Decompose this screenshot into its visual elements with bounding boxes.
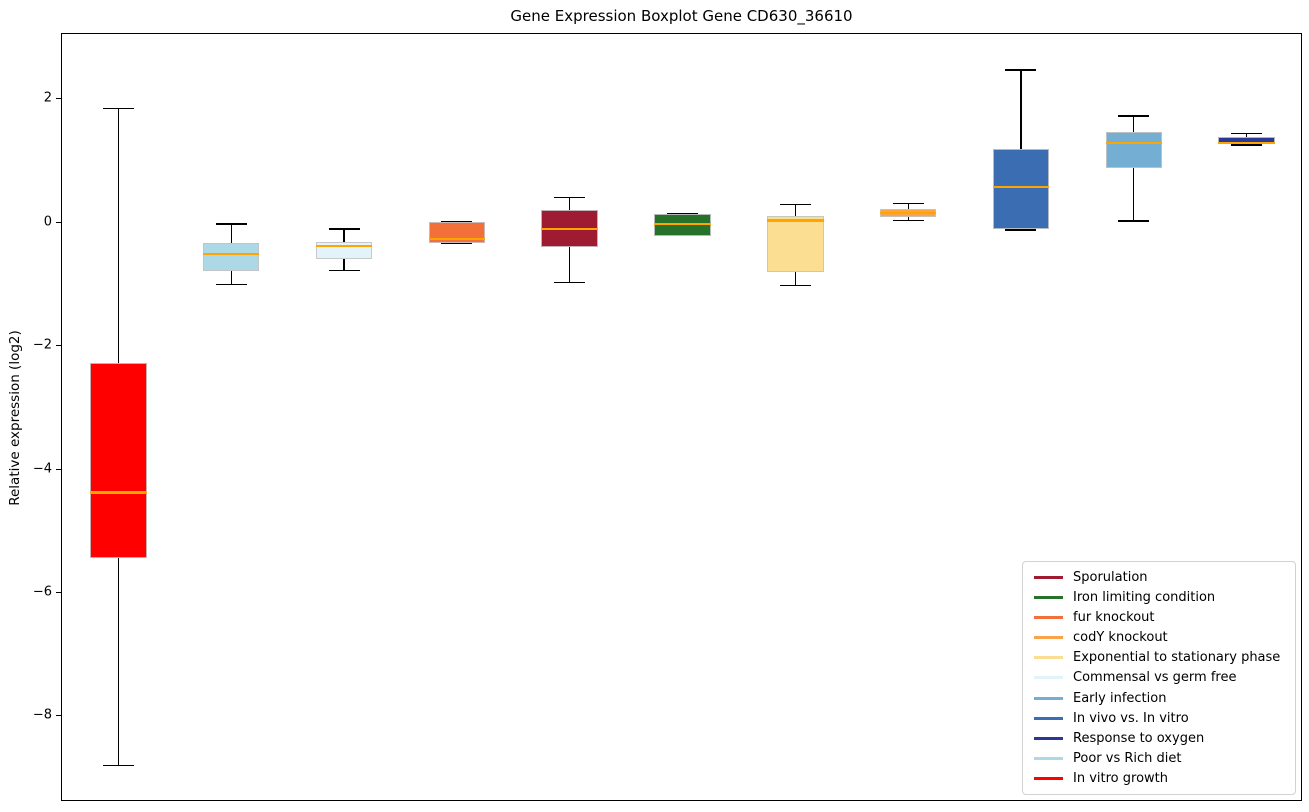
legend-item-poor-vs-rich-diet: Poor vs Rich diet bbox=[1031, 749, 1287, 769]
box-exponential-to-stationary-phase bbox=[767, 215, 824, 273]
median-line bbox=[992, 185, 1050, 189]
whisker-cap-top bbox=[779, 203, 811, 205]
whisker-cap-top bbox=[328, 228, 360, 230]
median-line bbox=[90, 491, 147, 494]
whisker-cap-bottom bbox=[892, 219, 924, 222]
median-line bbox=[541, 227, 598, 231]
legend-item-label: In vitro growth bbox=[1073, 771, 1168, 787]
legend-item-exponential-to-stationary-phase: Exponential to stationary phase bbox=[1031, 648, 1287, 668]
y-tick-label: −2 bbox=[32, 337, 52, 353]
median-line bbox=[428, 237, 486, 241]
legend-item-label: Early infection bbox=[1073, 690, 1167, 706]
legend-item-early-infection: Early infection bbox=[1031, 688, 1287, 708]
legend-item-label: In vivo vs. In vitro bbox=[1073, 710, 1189, 726]
whisker-cap-bottom bbox=[328, 269, 360, 271]
legend-item-label: fur knockout bbox=[1073, 609, 1155, 625]
whisker-cap-bottom bbox=[1005, 229, 1037, 231]
y-tick-mark bbox=[56, 221, 61, 223]
chart-title: Gene Expression Boxplot Gene CD630_36610 bbox=[510, 7, 853, 25]
whisker-line bbox=[1133, 116, 1135, 221]
y-tick-mark bbox=[56, 468, 61, 470]
legend-item-label: Exponential to stationary phase bbox=[1073, 650, 1281, 666]
y-tick-label: 0 bbox=[43, 214, 52, 230]
y-tick-mark bbox=[56, 715, 61, 717]
median-line bbox=[654, 222, 711, 226]
legend-item-in-vivo-vs-in-vitro: In vivo vs. In vitro bbox=[1031, 708, 1287, 728]
y-tick-label: −8 bbox=[32, 707, 52, 723]
whisker-cap-bottom bbox=[1231, 144, 1263, 146]
median-line bbox=[1105, 141, 1162, 145]
whisker-cap-top bbox=[102, 107, 134, 110]
legend-color-swatch bbox=[1034, 575, 1063, 579]
legend-item-label: Response to oxygen bbox=[1073, 730, 1205, 746]
plot-area bbox=[61, 33, 1302, 801]
legend-color-swatch bbox=[1034, 716, 1063, 720]
whisker-cap-top bbox=[1005, 69, 1037, 71]
whisker-cap-bottom bbox=[441, 242, 473, 244]
whisker-cap-bottom bbox=[102, 764, 134, 767]
legend-item-sporulation: Sporulation bbox=[1031, 567, 1287, 587]
y-tick-label: −6 bbox=[32, 584, 52, 600]
legend-item-label: Iron limiting condition bbox=[1073, 589, 1216, 605]
whisker-cap-bottom bbox=[554, 281, 586, 284]
median-line bbox=[767, 219, 824, 222]
whisker-cap-top bbox=[1231, 132, 1263, 135]
whisker-cap-top bbox=[554, 196, 586, 199]
legend-color-swatch bbox=[1034, 595, 1063, 599]
box-in-vivo-vs-in-vitro bbox=[992, 149, 1050, 229]
whisker-cap-bottom bbox=[666, 234, 698, 237]
legend-item-iron-limiting-condition: Iron limiting condition bbox=[1031, 587, 1287, 607]
legend-item-cody-knockout: codY knockout bbox=[1031, 628, 1287, 648]
legend-color-swatch bbox=[1034, 757, 1063, 761]
whisker-cap-bottom bbox=[779, 284, 811, 287]
legend-color-swatch bbox=[1034, 615, 1063, 619]
y-tick-mark bbox=[56, 98, 61, 100]
box-early-infection bbox=[1105, 132, 1162, 168]
y-tick-label: 2 bbox=[43, 90, 52, 106]
y-tick-mark bbox=[56, 591, 61, 593]
y-axis-label: Relative expression (log2) bbox=[7, 330, 23, 506]
legend-color-swatch bbox=[1034, 656, 1063, 660]
whisker-cap-top bbox=[1118, 115, 1150, 117]
legend-color-swatch bbox=[1034, 736, 1063, 740]
legend-color-swatch bbox=[1034, 636, 1063, 640]
legend-item-fur-knockout: fur knockout bbox=[1031, 607, 1287, 627]
legend-item-label: Commensal vs germ free bbox=[1073, 670, 1237, 686]
whisker-cap-bottom bbox=[215, 283, 247, 286]
box-poor-vs-rich-diet bbox=[203, 242, 260, 271]
median-line bbox=[203, 252, 260, 256]
whisker-cap-top bbox=[892, 202, 924, 205]
whisker-cap-top bbox=[215, 223, 247, 225]
legend-item-label: codY knockout bbox=[1073, 630, 1168, 646]
legend-item-response-to-oxygen: Response to oxygen bbox=[1031, 728, 1287, 748]
legend-color-swatch bbox=[1034, 676, 1063, 680]
legend-item-commensal-vs-germ-free: Commensal vs germ free bbox=[1031, 668, 1287, 688]
median-line bbox=[879, 211, 937, 215]
legend-color-swatch bbox=[1034, 696, 1063, 700]
legend-item-in-vitro-growth: In vitro growth bbox=[1031, 769, 1287, 789]
legend-color-swatch bbox=[1034, 777, 1063, 781]
y-tick-label: −4 bbox=[32, 461, 52, 476]
median-line bbox=[315, 244, 373, 248]
legend: Sporulation Iron limiting condition fur kn… bbox=[1022, 561, 1296, 795]
legend-item-label: Sporulation bbox=[1073, 569, 1148, 585]
y-tick-mark bbox=[56, 345, 61, 347]
median-line bbox=[1218, 141, 1275, 145]
box-in-vitro-growth bbox=[90, 363, 147, 558]
legend-item-label: Poor vs Rich diet bbox=[1073, 751, 1182, 767]
whisker-cap-bottom bbox=[1118, 220, 1150, 222]
